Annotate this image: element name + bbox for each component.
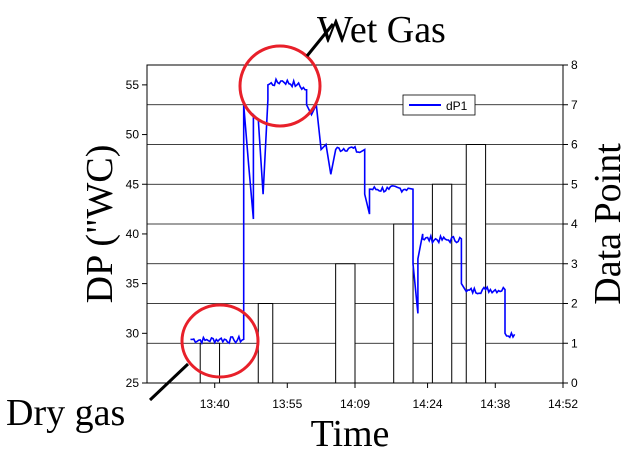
x-tick-label: 13:40 (200, 397, 230, 411)
x-tick-label: 14:24 (413, 397, 443, 411)
y2-tick-label: 1 (571, 336, 578, 350)
y-tick-label: 40 (126, 227, 140, 241)
x-tick-label: 14:52 (548, 397, 578, 411)
dry-gas-pointer (148, 362, 190, 402)
y2-tick-label: 7 (571, 98, 578, 112)
data-point-bar-3 (335, 263, 356, 384)
wet-gas-pointer (305, 23, 335, 57)
data-point-bar-4 (393, 223, 414, 384)
x-tick-label: 13:55 (272, 397, 302, 411)
y-tick-label: 35 (126, 277, 140, 291)
x-axis-label: Time (311, 413, 390, 453)
annotations: Wet Gas Dry gas (6, 9, 446, 434)
dry-gas-label: Dry gas (6, 392, 125, 434)
y2-tick-label: 4 (571, 217, 578, 231)
y2-tick-label: 6 (571, 138, 578, 152)
y-tick-label: 30 (126, 326, 140, 340)
legend-label-dp1: dP1 (446, 99, 468, 113)
wet-gas-label: Wet Gas (317, 9, 446, 51)
data-point-bar-6 (465, 144, 487, 384)
y-tick-label: 50 (126, 128, 140, 142)
y2-tick-label: 8 (571, 58, 578, 72)
dry-gas-circle (180, 303, 260, 379)
data-point-bar-2 (257, 303, 274, 384)
y2-tick-label: 5 (571, 177, 578, 191)
dp1-series (190, 77, 516, 346)
y-tick-label: 45 (126, 177, 140, 191)
dp1-line (190, 77, 516, 346)
y-tick-label: 55 (126, 78, 140, 92)
y2-axis-label: Data Point (587, 143, 629, 305)
legend: dP1 (402, 94, 476, 116)
y-tick-label: 25 (126, 376, 140, 390)
y-axis-label: DP ("WC) (79, 145, 121, 304)
wet-gas-circle (238, 44, 322, 128)
x-tick-label: 14:38 (480, 397, 510, 411)
x-tick-label: 14:09 (340, 397, 370, 411)
y2-tick-label: 3 (571, 257, 578, 271)
y2-tick-label: 0 (571, 376, 578, 390)
y2-tick-label: 2 (571, 297, 578, 311)
data-point-bar-5 (431, 183, 453, 384)
